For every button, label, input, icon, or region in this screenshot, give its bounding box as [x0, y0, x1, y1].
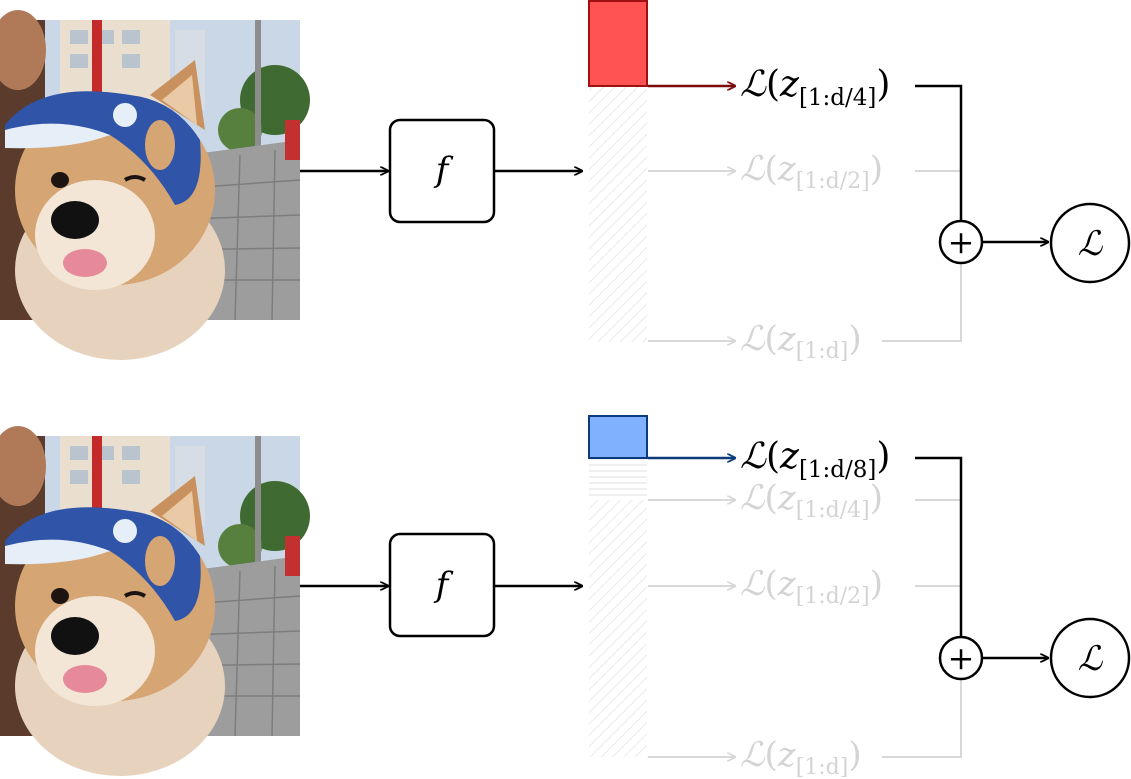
total-loss-node	[1049, 617, 1131, 699]
embedding-faded-horizontal	[589, 458, 647, 500]
faded-loss-2: ℒ(z[1:d])	[740, 319, 862, 364]
dog-photo-image	[0, 424, 312, 778]
total-loss-label: ℒ	[1078, 639, 1104, 679]
active-loss-connector	[915, 84, 963, 221]
active-loss-label: ℒ(z[1:d/8])	[740, 436, 890, 483]
sum-symbol: +	[948, 639, 975, 677]
total-loss-node	[1049, 202, 1131, 284]
faded-loss-1: ℒ(z[1:d/2])	[740, 149, 883, 194]
embedding-active-block	[588, 415, 648, 459]
row-2: f ℒ(z[1:d/4]) ℒ(z[1:d/2]) ℒ(z[1:d]) ℒ(z[…	[0, 415, 1131, 779]
embedding-faded-section	[589, 86, 647, 342]
embedding-faded-section	[589, 500, 647, 757]
row-1: f ℒ(z[1:d/2]) ℒ(z[1:d]) ℒ(z[1:d/4]) + ℒ	[0, 0, 1131, 364]
faded-loss-3: ℒ(z[1:d])	[740, 735, 862, 779]
dog-photo-image	[0, 8, 312, 362]
faded-loss-1: ℒ(z[1:d/4])	[740, 478, 883, 523]
embedding-active-block	[588, 0, 648, 87]
sum-symbol: +	[948, 223, 975, 261]
active-loss-connector	[915, 456, 963, 637]
faded-connector-2	[882, 263, 962, 342]
faded-loss-2: ℒ(z[1:d/2])	[740, 564, 883, 609]
faded-connector-3	[882, 679, 962, 758]
active-loss-label: ℒ(z[1:d/4])	[740, 64, 890, 111]
total-loss-label: ℒ	[1078, 224, 1104, 264]
